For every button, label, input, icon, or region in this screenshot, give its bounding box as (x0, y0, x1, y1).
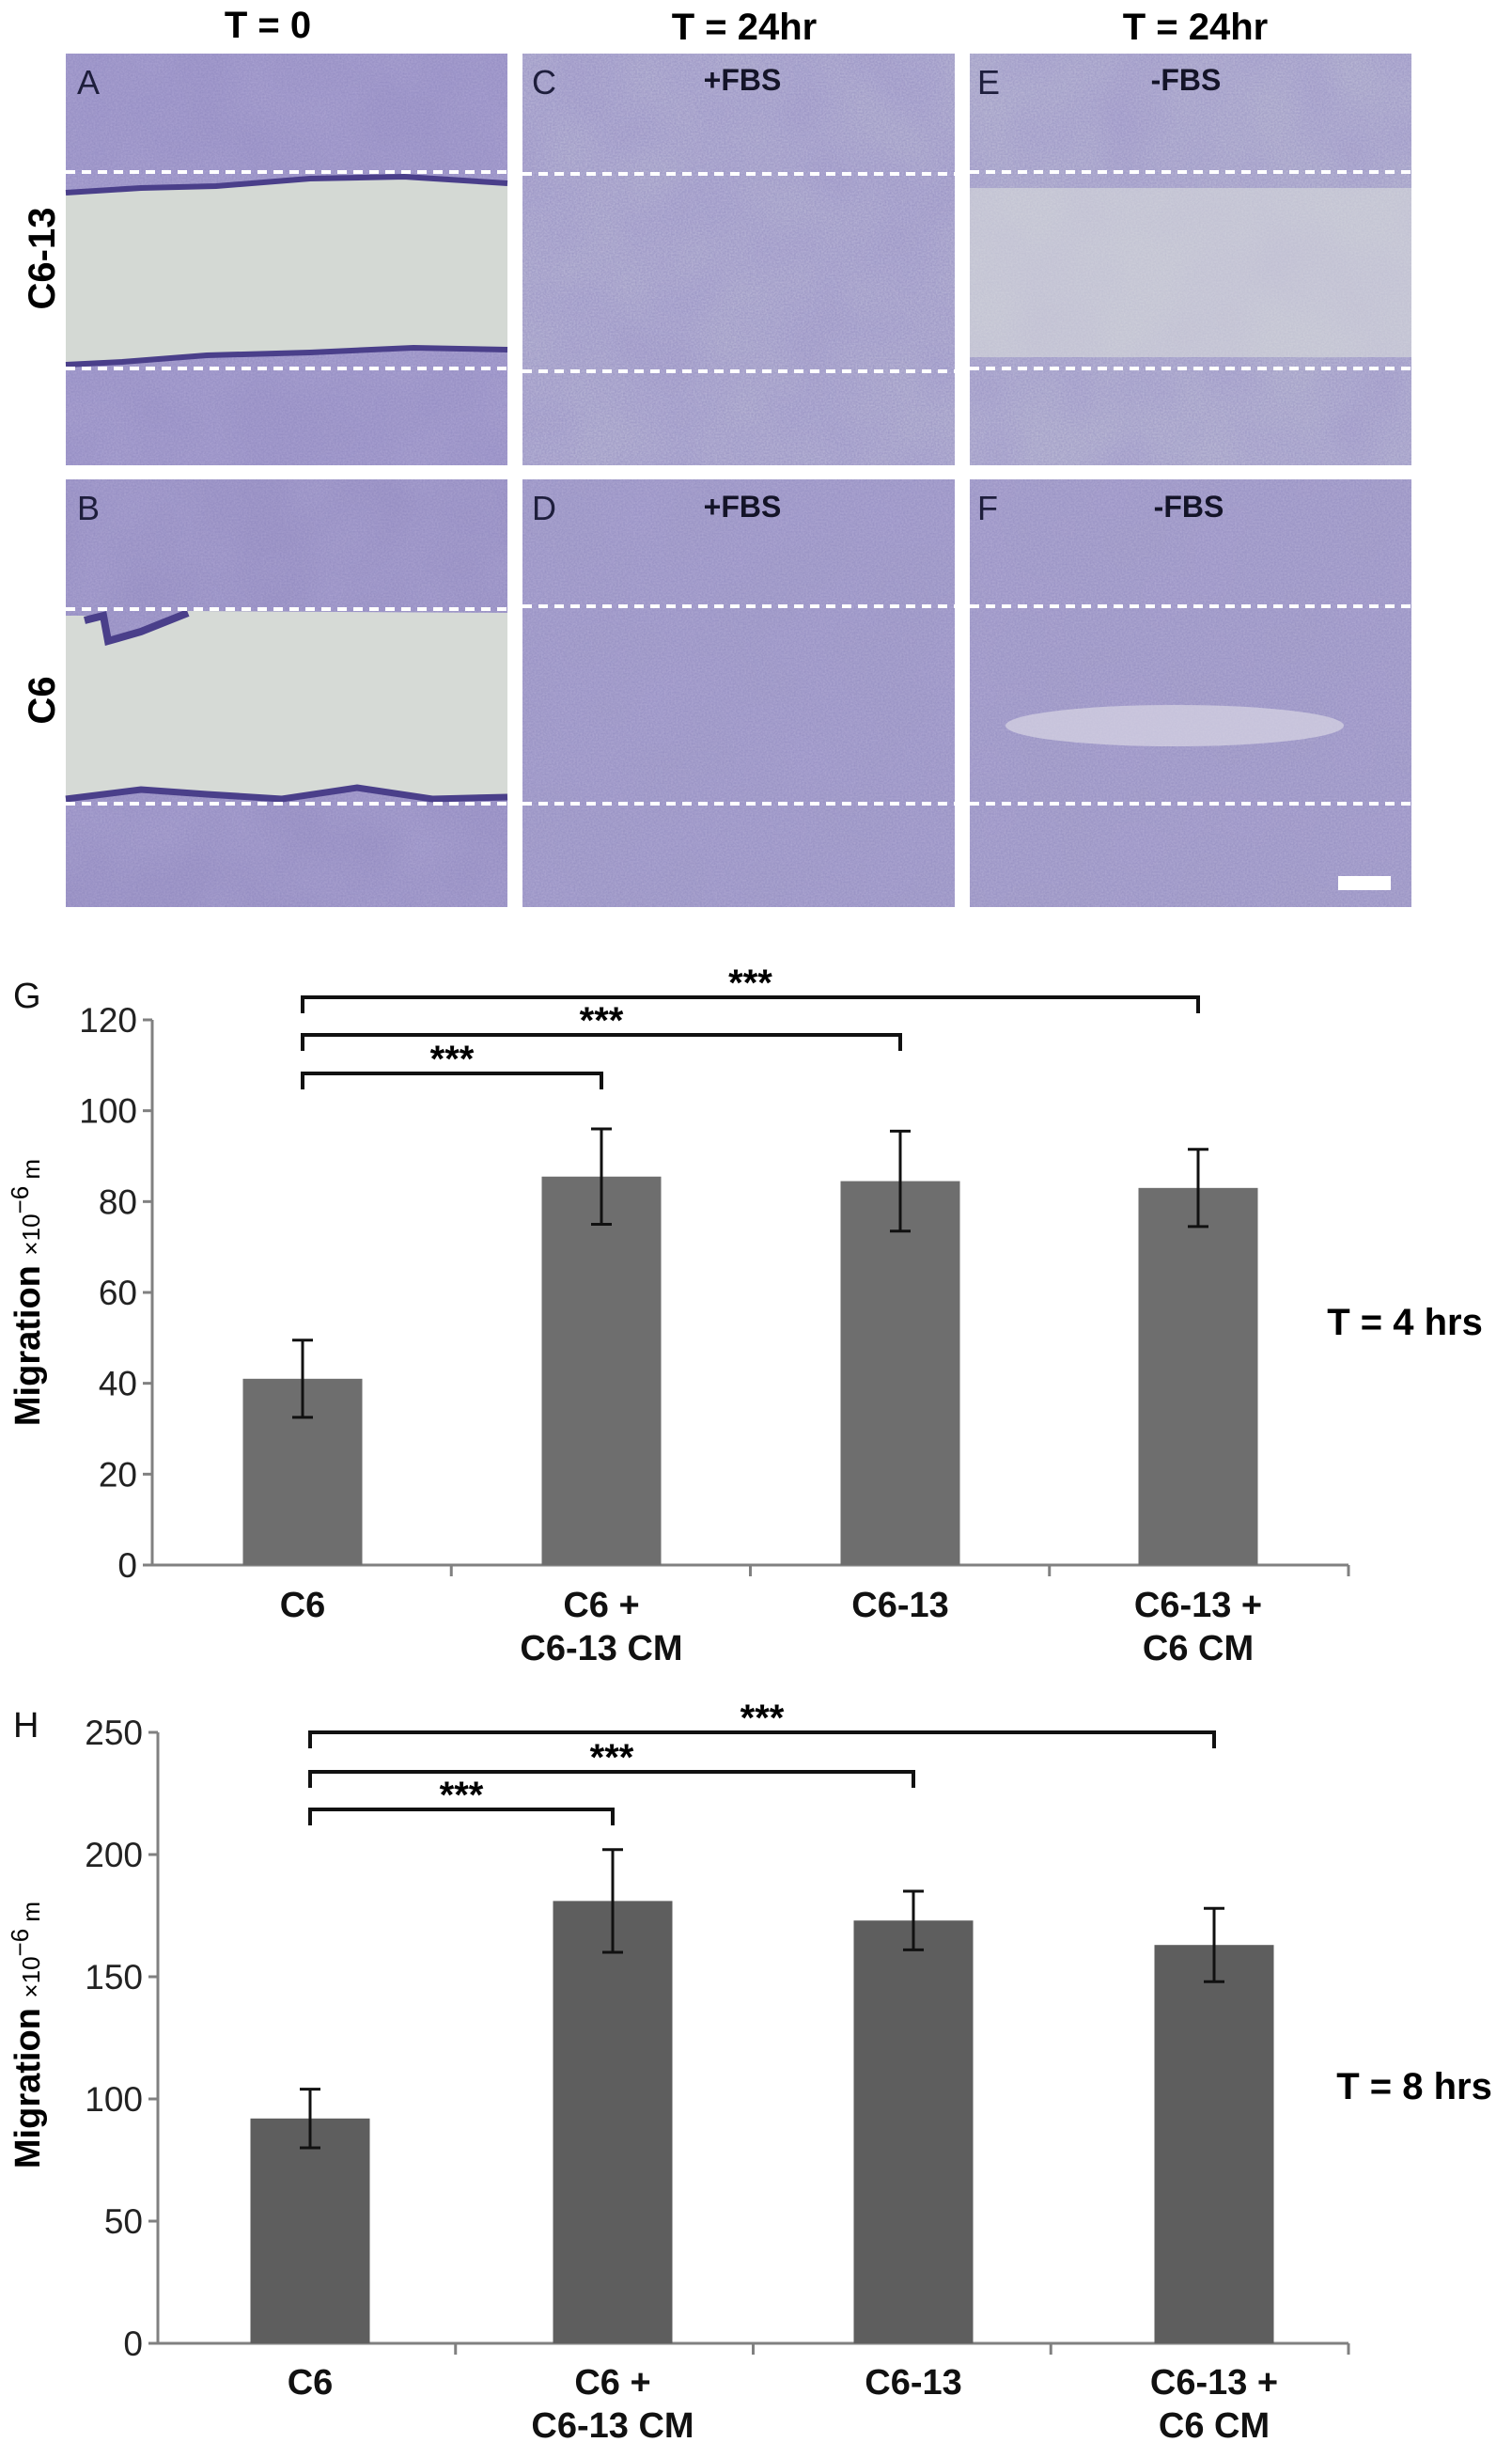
y-tick-label: 20 (99, 1455, 137, 1494)
time-annotation: T = 4 hrs (1327, 1302, 1483, 1343)
row-label-c6-13: C6-13 (22, 208, 63, 310)
condition-d: +FBS (704, 490, 782, 524)
category-label: C6-13 + (1150, 2363, 1278, 2403)
y-tick-label: 250 (85, 1714, 143, 1752)
condition-c: +FBS (704, 63, 782, 97)
scale-bar (1338, 876, 1391, 890)
y-tick-label: 80 (99, 1182, 137, 1221)
significance-label: *** (580, 1000, 624, 1041)
y-tick-label: 0 (123, 2325, 143, 2363)
category-label: C6-13 CM (520, 1629, 682, 1668)
bar (840, 1181, 960, 1565)
panel-letter-g: G (13, 977, 41, 1016)
y-axis-unit-exponent: −6 (6, 1186, 34, 1214)
significance-label: *** (590, 1737, 634, 1778)
panel-letter-a: A (77, 63, 100, 102)
significance-bracket (308, 1730, 1216, 1748)
significance-bracket (308, 1770, 915, 1788)
category-label: C6-13 + (1134, 1586, 1262, 1625)
bar (1138, 1187, 1258, 1565)
panel-letter-h: H (13, 1706, 39, 1746)
micrograph-c: C +FBS (522, 54, 955, 465)
bar (553, 1901, 673, 2343)
bar (250, 2118, 370, 2343)
bar-chart-h: H 0 50 100 150 200 250 C6 C6 +C6-13 CM C6-13 C6-13… (6, 1698, 1492, 2446)
panel-letter-f: F (977, 489, 998, 527)
y-tick-label: 50 (104, 2202, 143, 2241)
category-label: C6-13 CM (531, 2406, 694, 2446)
category-label: C6-13 (851, 1586, 949, 1625)
significance-label: *** (430, 1039, 475, 1080)
significance-label: *** (740, 1698, 785, 1739)
y-tick-label: 100 (79, 1092, 137, 1131)
significance-label: *** (728, 963, 772, 1004)
condition-f: -FBS (1154, 490, 1224, 524)
significance-bracket (301, 995, 1200, 1013)
y-axis-label: Migration ×10−6 m (6, 1902, 48, 2168)
panel-letter-e: E (977, 63, 1000, 102)
panel-letter-b: B (77, 489, 100, 527)
col-header-t0: T = 0 (225, 5, 311, 46)
significance-bracket (301, 1072, 603, 1089)
bar (541, 1176, 662, 1565)
category-label: C6 CM (1159, 2406, 1270, 2446)
significance-label: *** (440, 1775, 484, 1816)
panel-letter-c: C (532, 63, 556, 102)
row-label-c6: C6 (22, 676, 63, 724)
category-label: C6 (288, 2363, 334, 2403)
col-header-t24-minus: T = 24hr (1123, 7, 1269, 48)
panel-letter-d: D (532, 489, 556, 527)
category-label: C6-13 (865, 2363, 962, 2403)
significance-bracket (301, 1033, 902, 1051)
y-tick-label: 40 (99, 1365, 137, 1403)
y-tick-label: 60 (99, 1274, 137, 1312)
micrograph-f: F -FBS (970, 479, 1411, 907)
y-axis-unit: ×10 (17, 1213, 45, 1255)
condition-e: -FBS (1151, 63, 1222, 97)
significance-bracket (308, 1808, 615, 1825)
y-tick-label: 100 (85, 2080, 143, 2119)
y-axis-unit-exponent: −6 (6, 1929, 34, 1957)
y-tick-label: 120 (79, 1001, 137, 1040)
category-label: C6 CM (1143, 1629, 1254, 1668)
y-axis-label-text: Migration (8, 1998, 48, 2169)
y-axis-label: Migration ×10−6 m (6, 1159, 48, 1426)
micrograph-e: E -FBS (970, 54, 1411, 465)
micrograph-b: B (65, 479, 508, 907)
y-tick-label: 200 (85, 1836, 143, 1874)
y-axis-unit-suffix: m (17, 1902, 45, 1929)
bar (853, 1920, 974, 2343)
bar (1154, 1945, 1274, 2343)
y-axis-label-text: Migration (8, 1256, 48, 1427)
micrograph-a: A (65, 54, 508, 465)
y-tick-label: 150 (85, 1958, 143, 1996)
category-label: C6 + (574, 2363, 650, 2403)
category-label: C6 (280, 1586, 326, 1625)
col-header-t24-plus: T = 24hr (672, 7, 818, 48)
y-axis-unit: ×10 (17, 1956, 45, 1997)
category-label: C6 + (563, 1586, 639, 1625)
time-annotation: T = 8 hrs (1336, 2066, 1492, 2107)
micrograph-grid: A C +FBS E -FBS (65, 54, 1411, 907)
micrograph-d: D +FBS (522, 479, 955, 907)
y-tick-label: 0 (117, 1546, 137, 1585)
bar-chart-g: G 0 20 40 60 80 100 120 C6 C6 + C6-13 CM C6-13 C6-13… (6, 963, 1483, 1668)
y-axis-unit-suffix: m (17, 1159, 45, 1186)
